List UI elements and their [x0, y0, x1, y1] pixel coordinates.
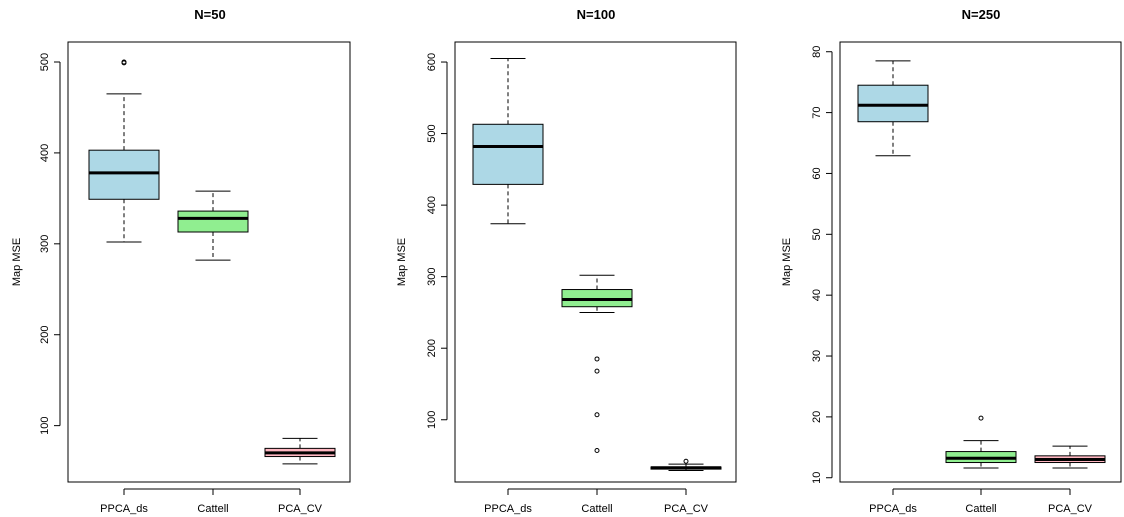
chart-title: N=250: [962, 7, 1001, 22]
outlier-point: [594, 448, 600, 454]
y-tick-label: 300: [39, 235, 51, 253]
chart-panel-1: N=50 Map MSE 100 200 300 400 500 PPCA_ds Cattell…: [11, 7, 351, 515]
x-tick-label: PPCA_ds: [100, 503, 148, 515]
plot-frame: [67, 41, 351, 483]
box-ppca-ds: [88, 59, 160, 243]
outlier-point: [594, 356, 600, 362]
outlier-point: [594, 412, 600, 418]
y-tick-label: 500: [39, 53, 51, 71]
box-ppca-ds: [857, 60, 929, 157]
chart-title: N=100: [577, 7, 616, 22]
y-axis-label: Map MSE: [781, 238, 793, 286]
y-tick-label: 400: [426, 196, 438, 214]
box-pca-cv: [650, 458, 722, 472]
y-tick-label: 20: [811, 411, 823, 423]
y-axis-label: Map MSE: [396, 238, 408, 286]
plot-frame: [454, 41, 737, 483]
iqr-box: [88, 149, 160, 200]
iqr-box: [857, 84, 929, 123]
y-tick-label: 300: [426, 267, 438, 285]
box-pca-cv: [1034, 445, 1106, 469]
iqr-box: [177, 210, 249, 233]
box-cattell: [945, 415, 1017, 469]
x-tick-label: PCA_CV: [1048, 503, 1093, 515]
x-tick-label: Cattell: [965, 503, 996, 515]
y-tick-label: 600: [426, 53, 438, 71]
y-tick-label: 400: [39, 144, 51, 162]
box-cattell: [177, 190, 249, 261]
x-tick-label: PCA_CV: [278, 503, 323, 515]
outlier-point: [683, 458, 689, 464]
chart-title: N=50: [194, 7, 225, 22]
x-tick-label: PPCA_ds: [484, 503, 532, 515]
x-tick-label: Cattell: [581, 503, 612, 515]
y-tick-label: 500: [426, 124, 438, 142]
x-tick-label: PPCA_ds: [869, 503, 917, 515]
y-tick-label: 50: [811, 228, 823, 240]
y-tick-label: 10: [811, 472, 823, 484]
y-tick-label: 40: [811, 289, 823, 301]
iqr-box: [472, 123, 544, 185]
y-tick-label: 100: [426, 411, 438, 429]
chart-panel-3: N=250 Map MSE 10 20 30 40 50 60 70 80 PPCA_ds Catte…: [781, 7, 1122, 515]
chart-panel-2: N=100 Map MSE 100 200 300 400 500 600 PPCA_ds Cat…: [396, 7, 737, 515]
outlier-point: [121, 59, 127, 65]
box-ppca-ds: [472, 57, 544, 225]
y-tick-label: 60: [811, 167, 823, 179]
y-tick-label: 200: [39, 326, 51, 344]
outlier-point: [978, 415, 984, 421]
x-tick-label: Cattell: [197, 503, 228, 515]
y-tick-label: 80: [811, 46, 823, 58]
box-cattell: [561, 274, 633, 454]
y-tick-label: 70: [811, 106, 823, 118]
box-pca-cv: [264, 437, 336, 465]
y-axis-label: Map MSE: [11, 238, 23, 286]
plot-frame: [839, 41, 1122, 483]
x-tick-label: PCA_CV: [664, 503, 709, 515]
y-tick-label: 200: [426, 339, 438, 357]
y-tick-label: 30: [811, 350, 823, 362]
y-tick-label: 100: [39, 416, 51, 434]
outlier-point: [594, 368, 600, 374]
